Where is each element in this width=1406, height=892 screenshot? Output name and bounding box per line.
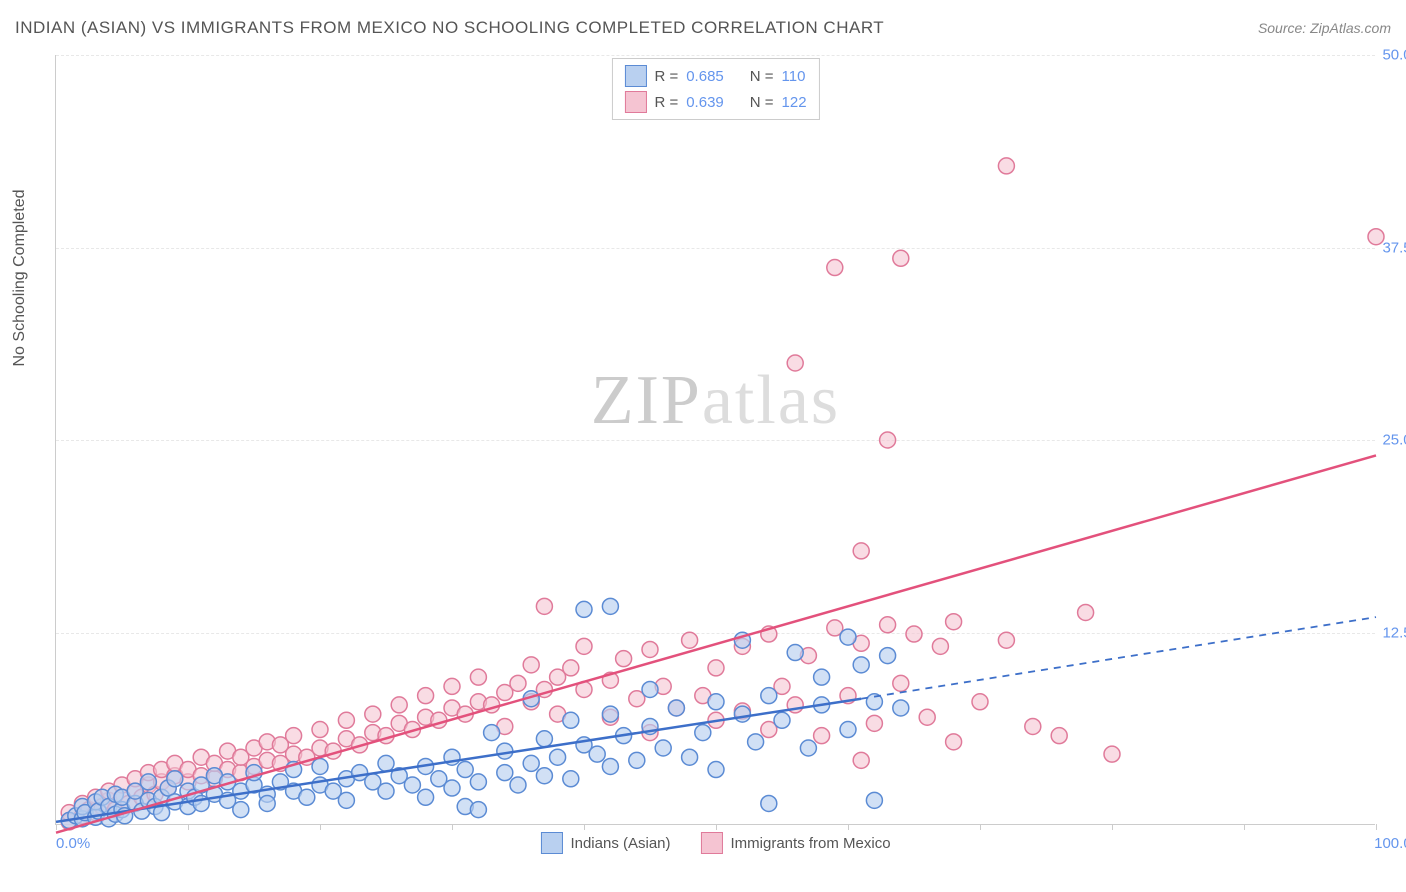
legend-swatch-0 [624,65,646,87]
x-axis-max-label: 100.0% [1374,835,1406,852]
plot-area: ZIPatlas 12.5%25.0%37.5%50.0% R = 0.685 … [55,55,1375,825]
legend-series: Indians (Asian) Immigrants from Mexico [540,832,890,854]
correlation-chart: INDIAN (ASIAN) VS IMMIGRANTS FROM MEXICO… [0,0,1406,892]
legend-series-item-0: Indians (Asian) [540,832,670,854]
y-tick-label: 25.0% [1382,432,1406,449]
legend-series-item-1: Immigrants from Mexico [701,832,891,854]
y-tick-label: 37.5% [1382,239,1406,256]
legend-swatch-0b [540,832,562,854]
title-bar: INDIAN (ASIAN) VS IMMIGRANTS FROM MEXICO… [15,18,1391,38]
y-tick-label: 50.0% [1382,47,1406,64]
x-axis-min-label: 0.0% [56,835,90,852]
legend-stats-row-0: R = 0.685 N = 110 [624,63,806,89]
source-attribution: Source: ZipAtlas.com [1258,20,1391,36]
y-tick-label: 12.5% [1382,624,1406,641]
scatter-svg [56,55,1375,824]
legend-swatch-1 [624,91,646,113]
legend-stats: R = 0.685 N = 110 R = 0.639 N = 122 [611,58,819,120]
y-axis-label: No Schooling Completed [11,190,29,367]
legend-stats-row-1: R = 0.639 N = 122 [624,89,806,115]
legend-swatch-1b [701,832,723,854]
chart-title: INDIAN (ASIAN) VS IMMIGRANTS FROM MEXICO… [15,18,884,38]
